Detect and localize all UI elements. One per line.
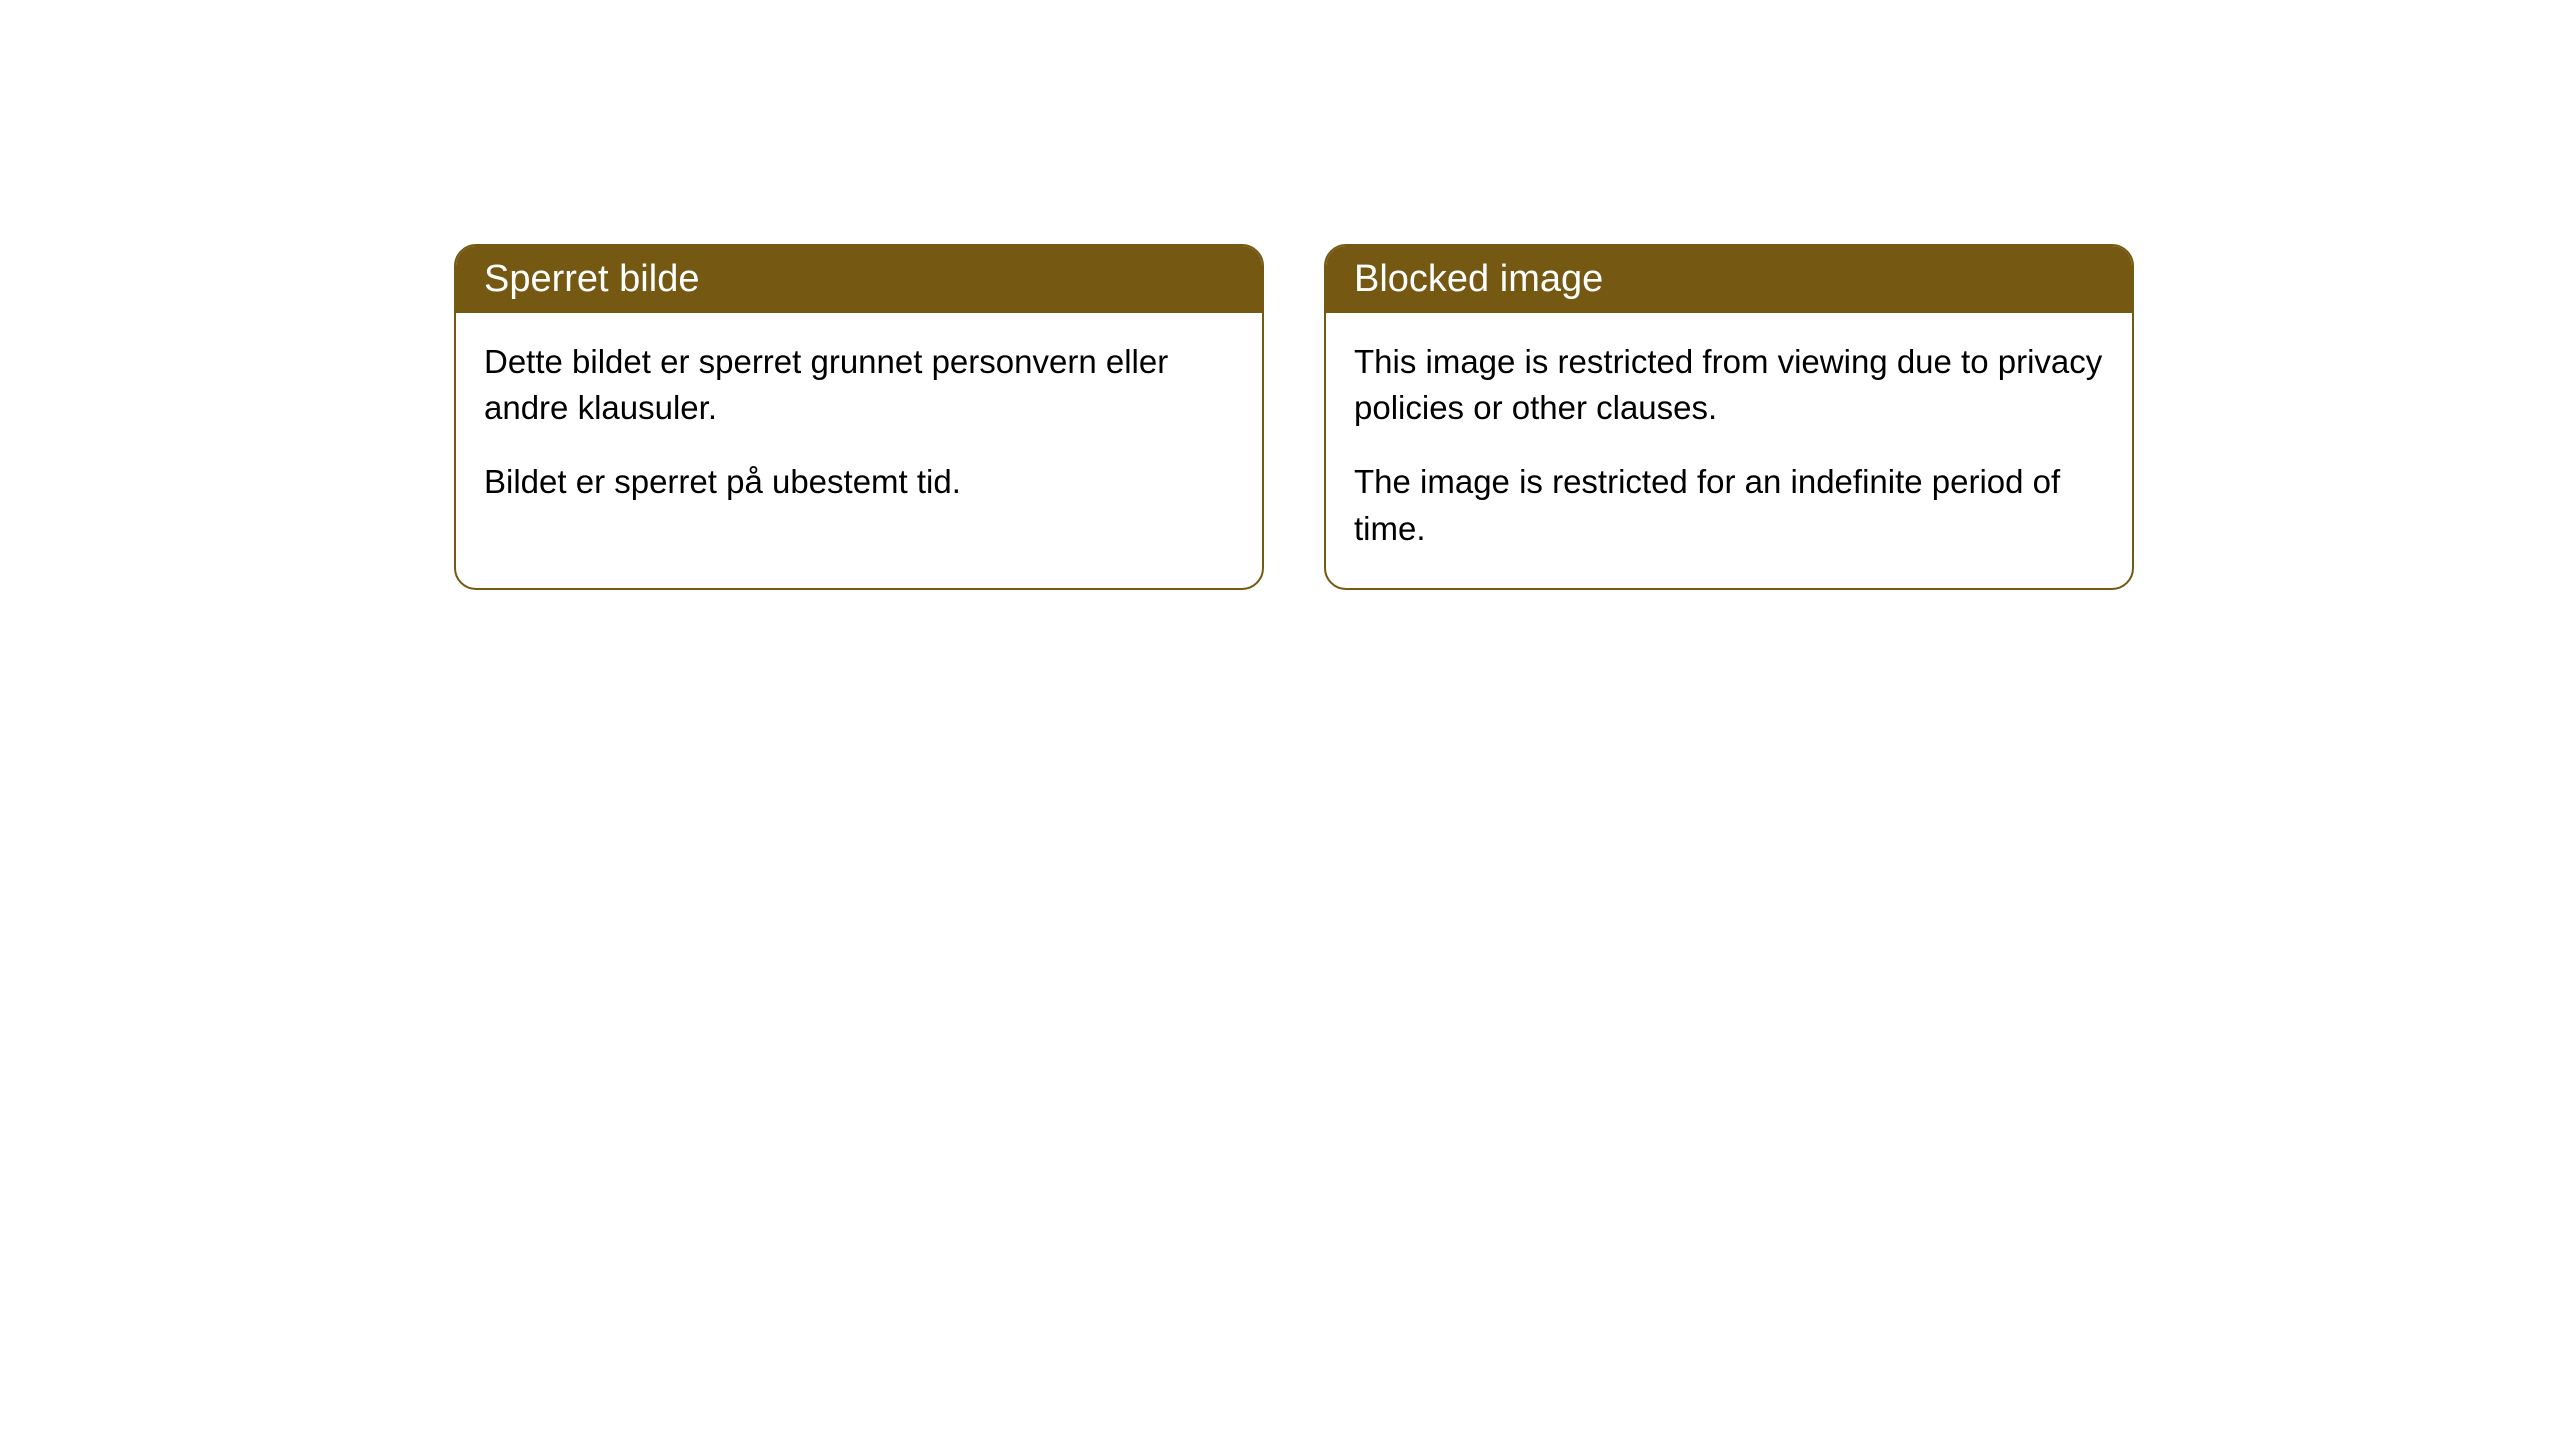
card-paragraph-2: The image is restricted for an indefinit… (1354, 459, 2104, 551)
card-title: Blocked image (1354, 258, 1603, 300)
card-header-english: Blocked image (1326, 246, 2132, 313)
card-body-norwegian: Dette bildet er sperret grunnet personve… (456, 313, 1262, 542)
card-header-norwegian: Sperret bilde (456, 246, 1262, 313)
card-paragraph-2: Bildet er sperret på ubestemt tid. (484, 459, 1234, 505)
blocked-image-card-english: Blocked image This image is restricted f… (1324, 244, 2134, 590)
card-title: Sperret bilde (484, 258, 699, 300)
card-body-english: This image is restricted from viewing du… (1326, 313, 2132, 588)
cards-container: Sperret bilde Dette bildet er sperret gr… (454, 244, 2134, 590)
blocked-image-card-norwegian: Sperret bilde Dette bildet er sperret gr… (454, 244, 1264, 590)
card-paragraph-1: This image is restricted from viewing du… (1354, 339, 2104, 431)
card-paragraph-1: Dette bildet er sperret grunnet personve… (484, 339, 1234, 431)
